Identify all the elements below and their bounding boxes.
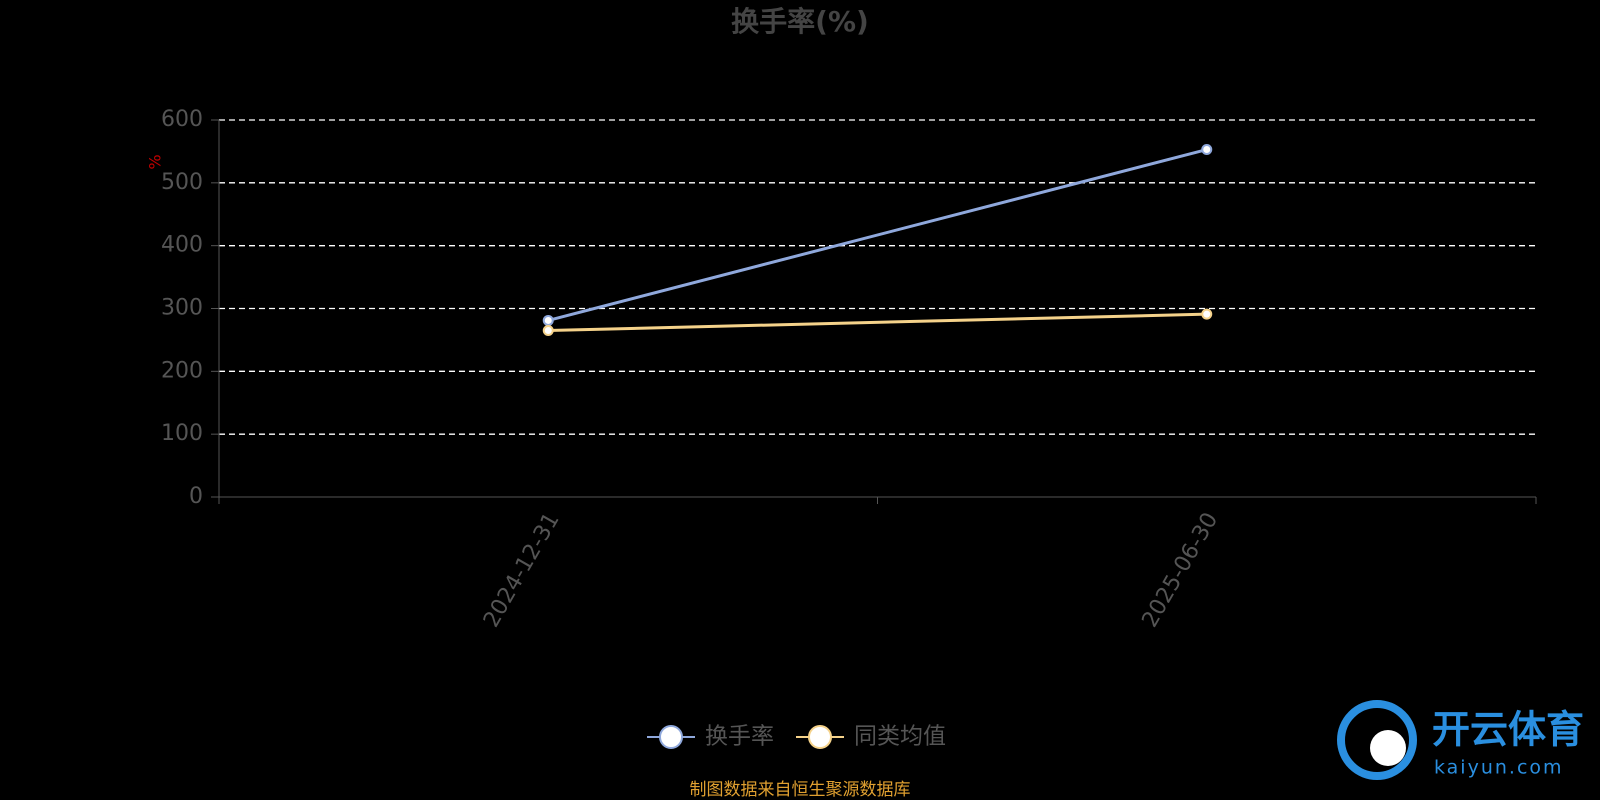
watermark-url: kaiyun.com (1434, 757, 1564, 779)
y-tick-label: 500 (161, 170, 203, 195)
logo-ball (1370, 730, 1406, 766)
y-tick-label: 200 (161, 358, 203, 383)
series-line (547, 148, 1208, 322)
source-note: 制图数据来自恒生聚源数据库 (690, 780, 911, 800)
watermark: 开云体育 kaiyun.com (1337, 700, 1584, 780)
y-tick-label: 400 (161, 233, 203, 258)
legend-label: 同类均值 (854, 724, 946, 750)
x-tick-label: 2024-12-31 (479, 509, 565, 632)
data-point (542, 314, 554, 326)
logo-ring (1337, 700, 1417, 780)
legend-marker (659, 725, 683, 749)
y-axis-label: % (146, 154, 165, 169)
x-tick-label: 2025-06-30 (1138, 509, 1224, 632)
watermark-name: 开云体育 (1432, 708, 1584, 752)
y-tick-label: 300 (161, 296, 203, 321)
legend-marker (808, 725, 832, 749)
legend-label: 换手率 (705, 724, 774, 750)
series-line (548, 312, 1207, 332)
data-point (1201, 144, 1213, 156)
chart-title: 换手率(%) (731, 5, 869, 38)
data-point (542, 324, 554, 336)
y-tick-label: 100 (161, 421, 203, 446)
y-tick-label: 0 (189, 484, 203, 509)
data-point (1201, 308, 1213, 320)
y-tick-label: 600 (161, 107, 203, 132)
